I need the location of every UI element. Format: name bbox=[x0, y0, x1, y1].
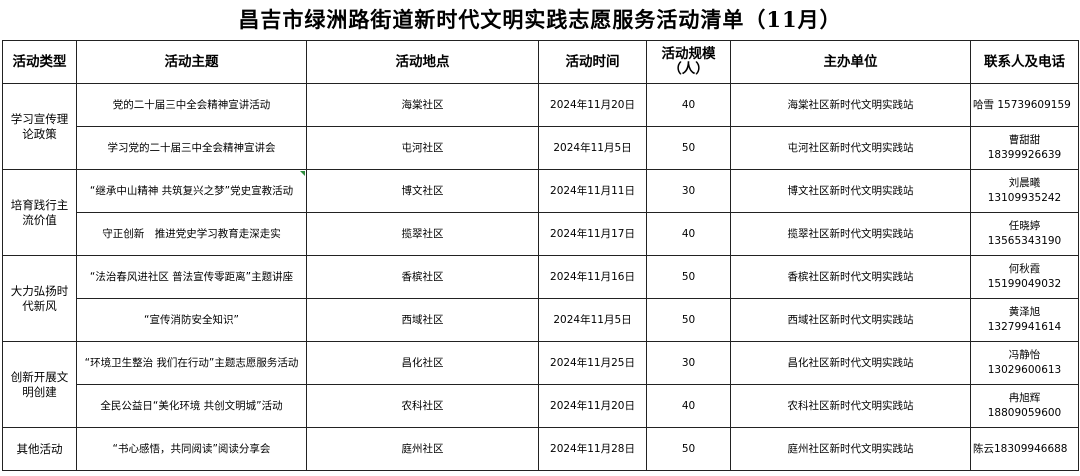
table-row: 其他活动 “书心感悟，共同阅读”阅读分享会 庭州社区 2024年11月28日 5… bbox=[2, 427, 1079, 471]
activity-type-cell: 其他活动 bbox=[2, 427, 77, 471]
theme-cell: “书心感悟，共同阅读”阅读分享会 bbox=[76, 427, 307, 471]
scale-cell: 50 bbox=[646, 255, 731, 299]
host-cell: 农科社区新时代文明实践站 bbox=[730, 384, 971, 428]
place-cell: 昌化社区 bbox=[306, 341, 539, 385]
activity-type-cell: 大力弘扬时代新风 bbox=[2, 255, 77, 342]
header-contact: 联系人及电话 bbox=[970, 40, 1079, 84]
contact-phone: 18309946688 bbox=[994, 442, 1068, 455]
contact-name: 冯静怡 bbox=[1008, 349, 1041, 361]
table-row: 培育践行主流价值 “继承中山精神 共筑复兴之梦”党史宣教活动 博文社区 2024… bbox=[2, 169, 1079, 256]
contact-cell: 黄泽旭 13279941614 bbox=[970, 298, 1079, 342]
host-cell: 西域社区新时代文明实践站 bbox=[730, 298, 971, 342]
host-cell: 屯河社区新时代文明实践站 bbox=[730, 126, 971, 170]
time-cell: 2024年11月20日 bbox=[538, 384, 647, 428]
theme-cell: “法治春风进社区 普法宣传零距离”主题讲座 bbox=[76, 255, 307, 299]
scale-cell: 30 bbox=[646, 169, 731, 213]
place-cell: 庭州社区 bbox=[306, 427, 539, 471]
contact-phone: 13109935242 bbox=[987, 192, 1062, 204]
host-cell: 香槟社区新时代文明实践站 bbox=[730, 255, 971, 299]
contact-cell: 哈雪 15739609159 bbox=[970, 83, 1079, 127]
contact-name: 黄泽旭 bbox=[1008, 306, 1041, 318]
contact-name: 陈云 bbox=[973, 442, 994, 455]
host-cell: 昌化社区新时代文明实践站 bbox=[730, 341, 971, 385]
time-cell: 2024年11月20日 bbox=[538, 83, 647, 127]
header-type: 活动类型 bbox=[2, 40, 77, 84]
scale-cell: 50 bbox=[646, 126, 731, 170]
contact-cell: 冯静怡 13029600613 bbox=[970, 341, 1079, 385]
place-cell: 农科社区 bbox=[306, 384, 539, 428]
header-row: 活动类型 活动主题 活动地点 活动时间 活动规模（人） 主办单位 联系人及电话 bbox=[2, 40, 1079, 84]
time-cell: 2024年11月5日 bbox=[538, 298, 647, 342]
table-row: 大力弘扬时代新风 “法治春风进社区 普法宣传零距离”主题讲座 香槟社区 2024… bbox=[2, 255, 1079, 342]
contact-cell: 曹甜甜 18399926639 bbox=[970, 126, 1079, 170]
theme-cell: 守正创新 推进党史学习教育走深走实 bbox=[76, 212, 307, 256]
contact-name: 何秋霞 bbox=[1008, 263, 1041, 275]
time-cell: 2024年11月28日 bbox=[538, 427, 647, 471]
activity-type-cell: 培育践行主流价值 bbox=[2, 169, 77, 256]
page-title: 昌吉市绿洲路街道新时代文明实践志愿服务活动清单（11月） bbox=[238, 7, 842, 32]
table-row: 创新开展文明创建 “环境卫生整治 我们在行动”主题志愿服务活动 昌化社区 202… bbox=[2, 341, 1079, 428]
header-time: 活动时间 bbox=[538, 40, 647, 84]
host-cell: 庭州社区新时代文明实践站 bbox=[730, 427, 971, 471]
table-row: “宣传消防安全知识” 西域社区 2024年11月5日 50 西域社区新时代文明实… bbox=[3, 298, 1079, 342]
header-scale: 活动规模（人） bbox=[646, 40, 731, 84]
place-cell: 香槟社区 bbox=[306, 255, 539, 299]
theme-cell: 学习党的二十届三中全会精神宣讲会 bbox=[76, 126, 307, 170]
contact-cell: 冉旭辉 18809059600 bbox=[970, 384, 1079, 428]
table-row: 学习宣传理论政策 党的二十届三中全会精神宣讲活动 海棠社区 2024年11月20… bbox=[2, 83, 1079, 170]
place-cell: 海棠社区 bbox=[306, 83, 539, 127]
scale-cell: 40 bbox=[646, 384, 731, 428]
host-cell: 海棠社区新时代文明实践站 bbox=[730, 83, 971, 127]
scale-cell: 30 bbox=[646, 341, 731, 385]
contact-name: 哈雪 bbox=[973, 98, 994, 111]
time-cell: 2024年11月11日 bbox=[538, 169, 647, 213]
contact-name: 任晓婷 bbox=[1008, 220, 1041, 232]
contact-phone: 13565343190 bbox=[987, 235, 1062, 247]
header-place: 活动地点 bbox=[306, 40, 539, 84]
place-cell: 屯河社区 bbox=[306, 126, 539, 170]
place-cell: 揽翠社区 bbox=[306, 212, 539, 256]
time-cell: 2024年11月25日 bbox=[538, 341, 647, 385]
theme-cell: “继承中山精神 共筑复兴之梦”党史宣教活动 bbox=[76, 169, 307, 213]
header-theme: 活动主题 bbox=[76, 40, 307, 84]
host-cell: 揽翠社区新时代文明实践站 bbox=[730, 212, 971, 256]
contact-phone: 13029600613 bbox=[987, 364, 1062, 376]
contact-phone: 18399926639 bbox=[987, 149, 1062, 161]
activity-type-cell: 学习宣传理论政策 bbox=[2, 83, 77, 170]
time-cell: 2024年11月17日 bbox=[538, 212, 647, 256]
contact-phone: 18809059600 bbox=[987, 407, 1062, 419]
theme-cell: 全民公益日“美化环境 共创文明城”活动 bbox=[76, 384, 307, 428]
theme-cell: “环境卫生整治 我们在行动”主题志愿服务活动 bbox=[76, 341, 307, 385]
place-cell: 西域社区 bbox=[306, 298, 539, 342]
table-row: 全民公益日“美化环境 共创文明城”活动 农科社区 2024年11月20日 40 … bbox=[3, 384, 1079, 428]
activity-type-cell: 创新开展文明创建 bbox=[2, 341, 77, 428]
contact-cell: 陈云18309946688 bbox=[970, 427, 1079, 471]
time-cell: 2024年11月5日 bbox=[538, 126, 647, 170]
theme-cell: 党的二十届三中全会精神宣讲活动 bbox=[76, 83, 307, 127]
contact-name: 曹甜甜 bbox=[1008, 134, 1041, 146]
header-host: 主办单位 bbox=[730, 40, 971, 84]
contact-cell: 任晓婷 13565343190 bbox=[970, 212, 1079, 256]
place-cell: 博文社区 bbox=[306, 169, 539, 213]
contact-name: 冉旭辉 bbox=[1008, 392, 1041, 404]
contact-name: 刘晨曦 bbox=[1008, 177, 1041, 189]
contact-phone: 15739609159 bbox=[997, 98, 1071, 111]
scale-cell: 40 bbox=[646, 83, 731, 127]
table-row: 学习党的二十届三中全会精神宣讲会 屯河社区 2024年11月5日 50 屯河社区… bbox=[3, 126, 1079, 170]
scale-cell: 50 bbox=[646, 298, 731, 342]
contact-cell: 刘晨曦 13109935242 bbox=[970, 169, 1079, 213]
time-cell: 2024年11月16日 bbox=[538, 255, 647, 299]
contact-phone: 13279941614 bbox=[987, 321, 1062, 333]
contact-cell: 何秋霞 15199049032 bbox=[970, 255, 1079, 299]
theme-cell: “宣传消防安全知识” bbox=[76, 298, 307, 342]
activity-table: 活动类型 活动主题 活动地点 活动时间 活动规模（人） 主办单位 联系人及电话 … bbox=[2, 40, 1079, 471]
scale-cell: 50 bbox=[646, 427, 731, 471]
scale-cell: 40 bbox=[646, 212, 731, 256]
contact-phone: 15199049032 bbox=[987, 278, 1062, 290]
host-cell: 博文社区新时代文明实践站 bbox=[730, 169, 971, 213]
table-row: 守正创新 推进党史学习教育走深走实 揽翠社区 2024年11月17日 40 揽翠… bbox=[3, 212, 1079, 256]
